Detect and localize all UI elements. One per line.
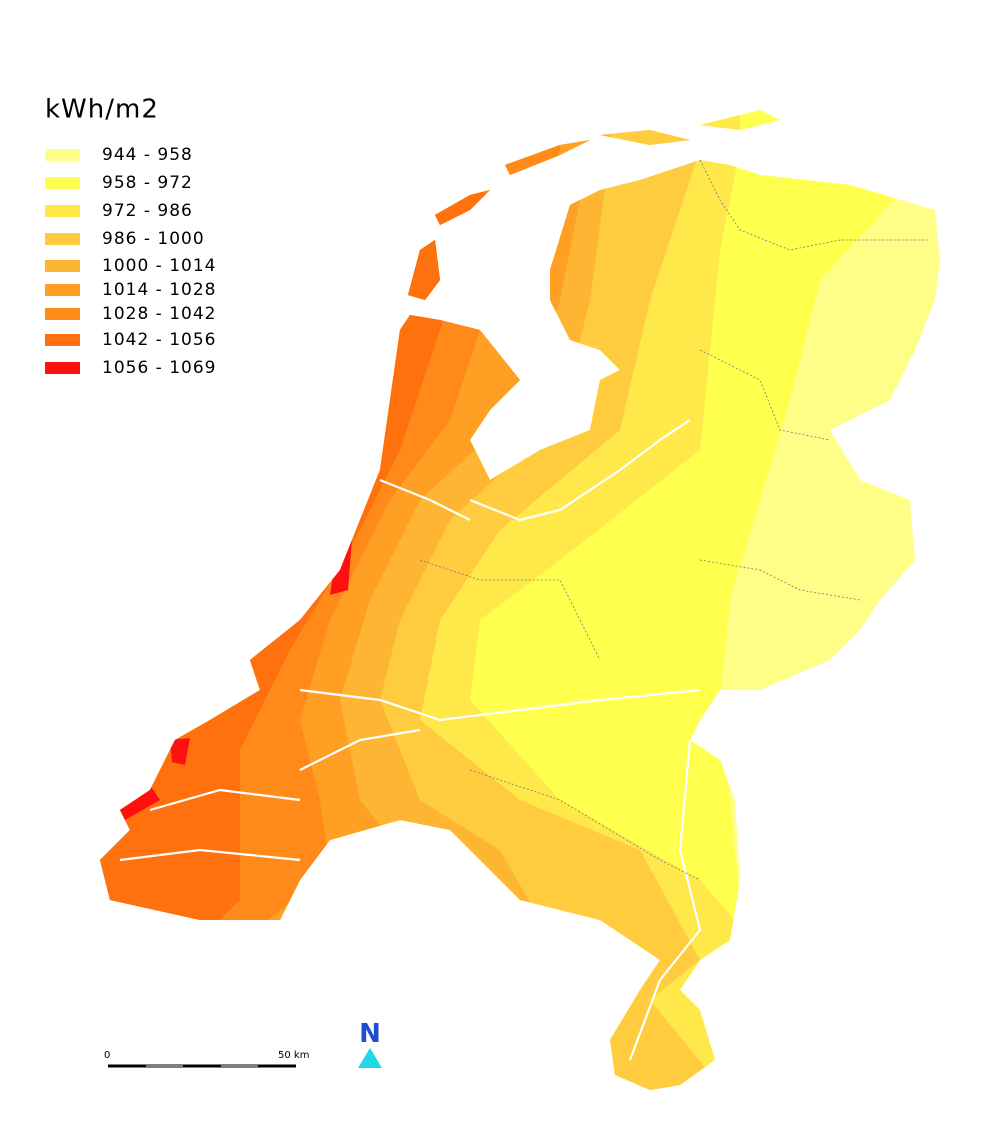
river <box>299 688 701 722</box>
legend-label: 986 - 1000 <box>102 229 205 249</box>
river <box>299 728 421 771</box>
map-band <box>170 738 190 765</box>
legend-label: 972 - 986 <box>102 201 193 221</box>
legend-title: kWh/m2 <box>45 95 159 125</box>
river <box>628 739 702 1061</box>
province-border <box>699 349 831 441</box>
legend-swatch <box>45 260 80 272</box>
legend-label: 1000 - 1014 <box>102 256 216 276</box>
scale-start: 0 <box>104 1050 110 1061</box>
legend-swatch <box>45 284 80 296</box>
province-border <box>699 159 930 251</box>
map-band <box>330 540 352 595</box>
legend-label: 1042 - 1056 <box>102 330 216 350</box>
legend: 944 - 958 958 - 972 972 - 986 986 - 1000 100… <box>45 145 216 378</box>
scale-end: 50 km <box>278 1050 309 1061</box>
legend-swatch <box>45 308 80 320</box>
legend-swatch <box>45 205 80 217</box>
river <box>119 848 301 862</box>
river <box>379 478 471 521</box>
legend-label: 1014 - 1028 <box>102 280 216 300</box>
river <box>149 788 301 812</box>
north-label: N <box>359 1019 381 1049</box>
legend-label: 1056 - 1069 <box>102 358 216 378</box>
legend-swatch <box>45 177 80 189</box>
map-band <box>110 785 160 820</box>
legend-swatch <box>45 149 80 161</box>
legend-label: 1028 - 1042 <box>102 304 216 324</box>
legend-label: 944 - 958 <box>102 145 193 165</box>
river <box>469 419 691 522</box>
legend-label: 958 - 972 <box>102 173 193 193</box>
north-arrow <box>358 1048 382 1068</box>
legend-swatch <box>45 362 80 374</box>
map-lines <box>119 159 930 1061</box>
province-border <box>469 769 701 881</box>
legend-swatch <box>45 334 80 346</box>
legend-swatch <box>45 233 80 245</box>
